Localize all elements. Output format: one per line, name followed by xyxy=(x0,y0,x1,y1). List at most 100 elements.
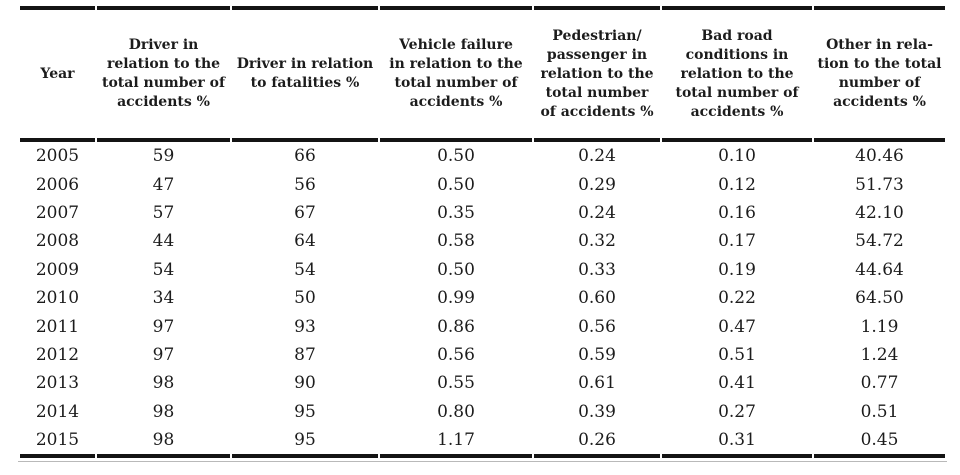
table-cell: 1.24 xyxy=(860,344,899,365)
table-cell: 93 xyxy=(294,316,316,337)
table-cell: 0.50 xyxy=(437,146,475,167)
table-cell: 1.17 xyxy=(380,426,532,459)
table-cell: 0.27 xyxy=(718,401,756,422)
table-cell: 0.86 xyxy=(437,316,475,337)
table-cell: 0.24 xyxy=(578,146,616,167)
table-cell: 0.26 xyxy=(534,426,660,459)
column-header-driver-fatalities: Driver in relation to fatalities % xyxy=(232,6,378,142)
table-cell: 0.80 xyxy=(437,401,475,422)
table-row: 2010 34 50 0.99 0.60 0.22 64.50 xyxy=(20,284,945,312)
column-header-driver-accidents: Driver in relation to the total number o… xyxy=(97,6,230,142)
table-cell: 64.50 xyxy=(855,288,904,309)
table-cell: 98 xyxy=(97,426,230,459)
table-row: 2009 54 54 0.50 0.33 0.19 44.64 xyxy=(20,256,945,284)
table-cell: 54 xyxy=(152,259,175,280)
table-cell: 0.56 xyxy=(437,344,475,365)
table-row: 2013 98 90 0.55 0.61 0.41 0.77 xyxy=(20,369,945,397)
table-cell: 56 xyxy=(294,174,316,195)
table-cell: 2006 xyxy=(35,174,80,195)
table-cell: 0.29 xyxy=(578,174,616,195)
table-cell: 0.51 xyxy=(718,344,756,365)
table-header: Year Driver in relation to the total num… xyxy=(20,6,945,142)
table-cell: 2012 xyxy=(35,344,80,365)
header-row: Year Driver in relation to the total num… xyxy=(20,6,945,142)
table-cell: 0.55 xyxy=(437,373,475,394)
table-cell: 44.64 xyxy=(855,259,904,280)
table-cell: 0.22 xyxy=(718,288,756,309)
table-cell: 54.72 xyxy=(855,231,904,252)
table-cell: 2011 xyxy=(35,316,80,337)
table-cell: 44 xyxy=(152,231,175,252)
table-cell: 34 xyxy=(152,288,175,309)
table-cell: 0.50 xyxy=(437,259,475,280)
table-cell: 0.77 xyxy=(860,373,899,394)
table-cell: 0.31 xyxy=(662,426,812,459)
table-cell: 66 xyxy=(294,146,316,167)
table-cell: 40.46 xyxy=(855,146,904,167)
table-cell: 0.60 xyxy=(578,288,616,309)
accident-statistics-table: Year Driver in relation to the total num… xyxy=(18,6,947,459)
table-cell: 0.19 xyxy=(718,259,756,280)
table-body: 2005 59 66 0.50 0.24 0.10 40.46 2006 47 … xyxy=(20,142,945,459)
column-header-bad-road-conditions: Bad road conditions in relation to the t… xyxy=(662,6,812,142)
table-cell: 0.41 xyxy=(718,373,756,394)
table-cell: 2010 xyxy=(35,288,80,309)
table-cell: 2009 xyxy=(35,259,80,280)
table-cell: 67 xyxy=(294,202,316,223)
table-cell: 0.39 xyxy=(578,401,616,422)
table-cell: 90 xyxy=(294,373,316,394)
table-row: 2007 57 67 0.35 0.24 0.16 42.10 xyxy=(20,199,945,227)
table-cell: 0.45 xyxy=(814,426,945,459)
table-cell: 0.17 xyxy=(718,231,756,252)
table-row: 2011 97 93 0.86 0.56 0.47 1.19 xyxy=(20,312,945,340)
table-cell: 0.99 xyxy=(437,288,475,309)
table-cell: 54 xyxy=(294,259,316,280)
table-row: 2006 47 56 0.50 0.29 0.12 51.73 xyxy=(20,170,945,198)
table-row: 2005 59 66 0.50 0.24 0.10 40.46 xyxy=(20,142,945,170)
table-cell: 59 xyxy=(152,146,175,167)
table-cell: 0.12 xyxy=(718,174,756,195)
table-cell: 0.56 xyxy=(578,316,616,337)
table-cell: 0.24 xyxy=(578,202,616,223)
table-cell: 0.16 xyxy=(718,202,756,223)
table-cell: 97 xyxy=(152,344,175,365)
table-cell: 1.19 xyxy=(860,316,899,337)
table-cell: 0.61 xyxy=(578,373,616,394)
table-row: 2012 97 87 0.56 0.59 0.51 1.24 xyxy=(20,341,945,369)
table-cell: 0.32 xyxy=(578,231,616,252)
table-cell: 64 xyxy=(294,231,316,252)
table-cell: 51.73 xyxy=(855,174,904,195)
table-cell: 50 xyxy=(294,288,316,309)
table-row: 2015 98 95 1.17 0.26 0.31 0.45 xyxy=(20,426,945,459)
table-cell: 0.58 xyxy=(437,231,475,252)
table-cell: 0.51 xyxy=(860,401,899,422)
table-cell: 0.10 xyxy=(718,146,756,167)
column-header-pedestrian-passenger: Pedestrian/ passenger in relation to the… xyxy=(534,6,660,142)
table-cell: 97 xyxy=(152,316,175,337)
table-cell: 2014 xyxy=(35,401,80,422)
table-cell: 95 xyxy=(232,426,378,459)
column-header-other: Other in rela- tion to the total number … xyxy=(814,6,945,142)
table-cell: 42.10 xyxy=(855,202,904,223)
table-cell: 0.47 xyxy=(718,316,756,337)
table-cell: 57 xyxy=(152,202,175,223)
table-cell: 87 xyxy=(294,344,316,365)
table-cell: 2008 xyxy=(35,231,80,252)
column-header-year: Year xyxy=(20,6,95,142)
table-cell: 2007 xyxy=(35,202,80,223)
bottom-shadow-rule xyxy=(18,461,947,463)
column-header-vehicle-failure: Vehicle failure in relation to the total… xyxy=(380,6,532,142)
table-cell: 47 xyxy=(152,174,175,195)
table-row: 2008 44 64 0.58 0.32 0.17 54.72 xyxy=(20,227,945,255)
table-cell: 2015 xyxy=(20,426,95,459)
table-cell: 98 xyxy=(152,401,175,422)
table-cell: 0.35 xyxy=(437,202,475,223)
table-cell: 2013 xyxy=(35,373,80,394)
table-cell: 0.59 xyxy=(578,344,616,365)
table-row: 2014 98 95 0.80 0.39 0.27 0.51 xyxy=(20,398,945,426)
table-cell: 0.33 xyxy=(578,259,616,280)
table-cell: 98 xyxy=(152,373,175,394)
table-cell: 95 xyxy=(294,401,316,422)
accident-statistics-table-container: Year Driver in relation to the total num… xyxy=(18,6,947,463)
table-cell: 2005 xyxy=(35,146,80,167)
